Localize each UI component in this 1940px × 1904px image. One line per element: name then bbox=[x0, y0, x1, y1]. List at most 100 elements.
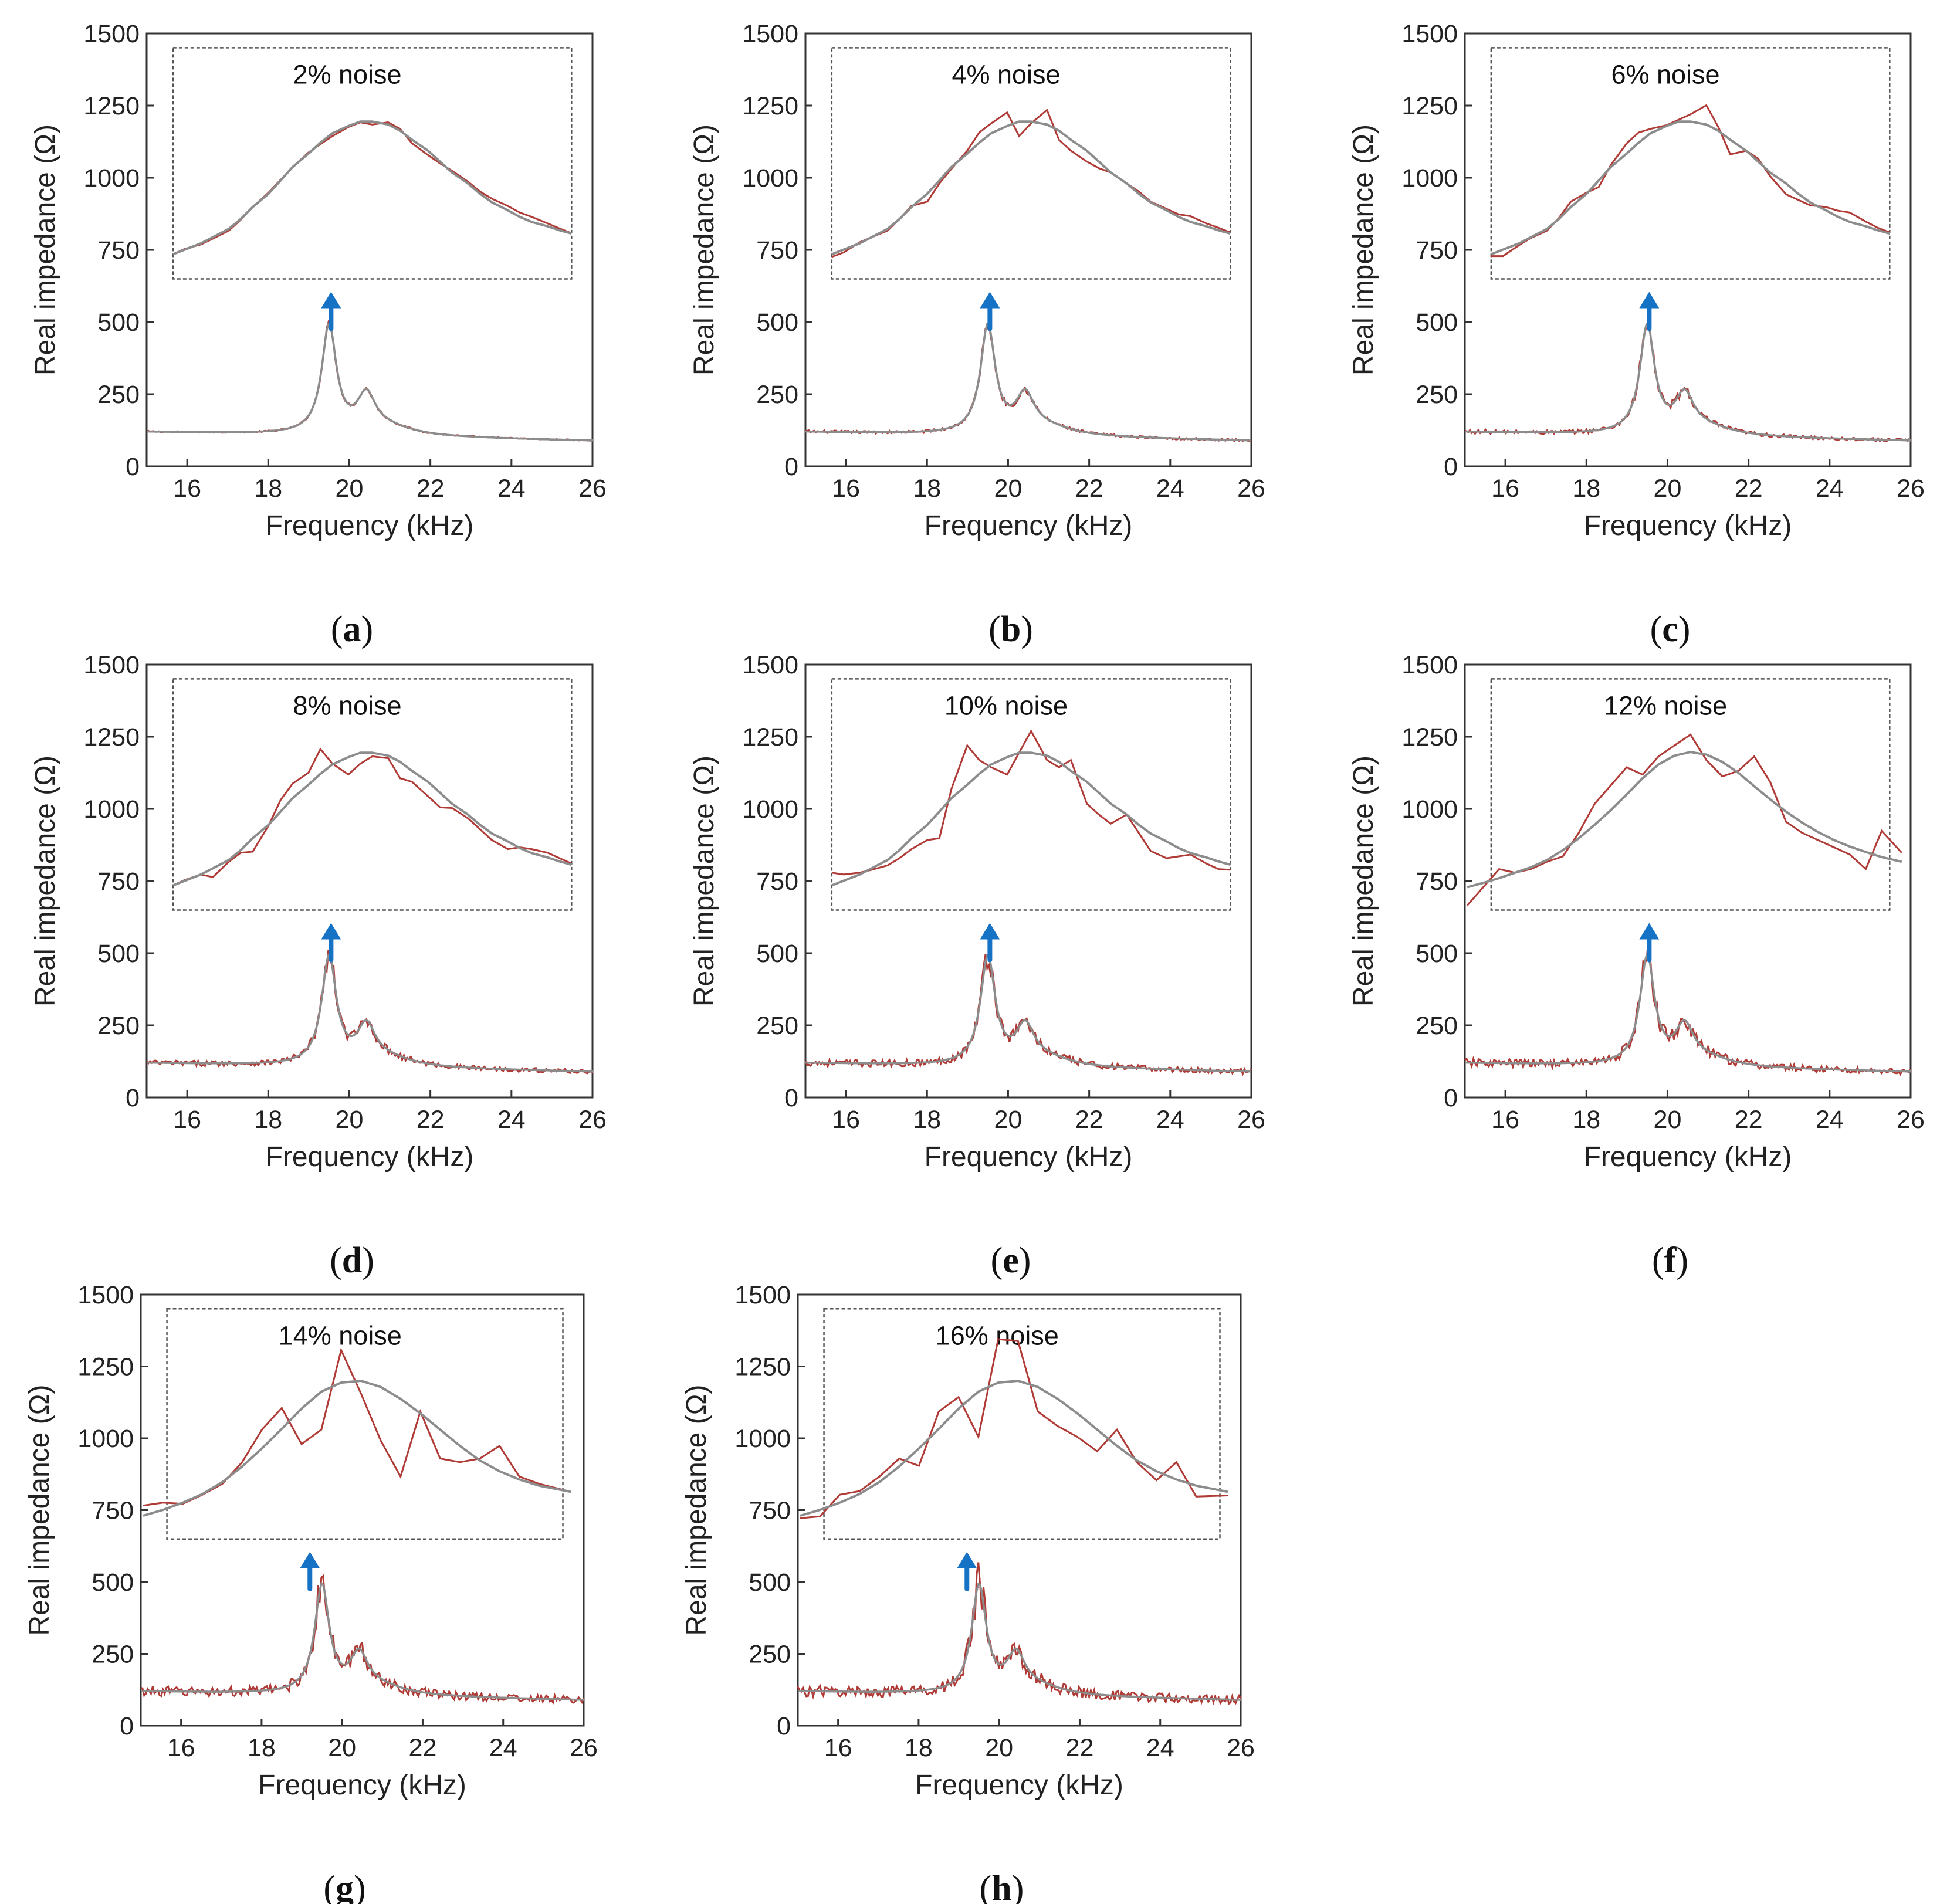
x-axis-label: Frequency (kHz) bbox=[925, 1141, 1133, 1173]
x-tick-label: 24 bbox=[489, 1734, 517, 1762]
x-axis-label: Frequency (kHz) bbox=[1584, 510, 1792, 541]
y-tick-label: 250 bbox=[749, 1641, 791, 1669]
y-tick-label: 1250 bbox=[742, 723, 798, 751]
x-tick-label: 16 bbox=[1491, 475, 1519, 503]
inset-title: 14% noise bbox=[279, 1320, 402, 1350]
zoom-arrow-icon bbox=[957, 1551, 977, 1568]
y-axis-label: Real impedance (Ω) bbox=[681, 1384, 712, 1635]
zoom-arrow-icon bbox=[980, 923, 1000, 940]
panel-caption: (a) bbox=[331, 609, 373, 649]
y-tick-label: 1000 bbox=[83, 795, 140, 824]
y-axis-label: Real impedance (Ω) bbox=[30, 124, 61, 375]
zoom-arrow-icon bbox=[321, 292, 341, 309]
y-tick-label: 750 bbox=[1416, 236, 1458, 265]
axes-frame bbox=[145, 663, 594, 1099]
x-tick-label: 24 bbox=[1146, 1734, 1174, 1762]
y-axis-label: Real impedance (Ω) bbox=[30, 755, 61, 1007]
y-tick-label: 500 bbox=[756, 309, 798, 337]
x-tick-label: 26 bbox=[1897, 475, 1925, 503]
inset-noisy-line bbox=[800, 1338, 1228, 1519]
noisy-spectrum-line bbox=[1464, 320, 1912, 443]
inset-title: 2% noise bbox=[293, 59, 401, 89]
y-tick-label: 250 bbox=[97, 1012, 140, 1040]
x-tick-label: 18 bbox=[913, 475, 941, 503]
x-tick-label: 24 bbox=[497, 475, 526, 503]
noisy-spectrum-line bbox=[804, 954, 1252, 1077]
fit-spectrum-line bbox=[805, 322, 1252, 442]
y-tick-label: 0 bbox=[126, 1084, 140, 1112]
x-tick-label: 24 bbox=[1816, 475, 1844, 503]
y-tick-label: 250 bbox=[1416, 381, 1458, 409]
noisy-spectrum-line bbox=[805, 320, 1252, 442]
y-tick-label: 0 bbox=[1444, 453, 1458, 481]
inset-title: 10% noise bbox=[944, 690, 1068, 720]
y-tick-label: 1250 bbox=[734, 1353, 791, 1381]
x-tick-label: 26 bbox=[578, 1106, 607, 1134]
inset-fit-line bbox=[831, 751, 1231, 887]
y-tick-label: 750 bbox=[1416, 868, 1458, 896]
x-tick-label: 22 bbox=[1735, 475, 1763, 503]
noisy-spectrum-line bbox=[140, 1574, 585, 1705]
inset-frame bbox=[1490, 678, 1891, 911]
y-tick-label: 1250 bbox=[83, 92, 140, 120]
x-tick-label: 26 bbox=[1897, 1106, 1925, 1134]
x-tick-label: 18 bbox=[254, 475, 282, 503]
x-tick-label: 18 bbox=[254, 1106, 282, 1134]
x-tick-label: 26 bbox=[578, 475, 607, 503]
y-tick-label: 1000 bbox=[1401, 164, 1458, 192]
x-tick-label: 22 bbox=[409, 1734, 437, 1762]
x-tick-label: 24 bbox=[1156, 475, 1184, 503]
inset-frame bbox=[823, 1308, 1221, 1540]
inset-fit-line bbox=[143, 1379, 571, 1517]
y-tick-label: 750 bbox=[92, 1497, 134, 1525]
panel-caption: (g) bbox=[323, 1869, 365, 1904]
y-tick-label: 1000 bbox=[742, 164, 798, 192]
chart-panel-3: 0 250 500 750 1000 1250 1500 16 18 20 22 24 26 Freque… bbox=[1348, 20, 1925, 649]
chart-panel-1: 0 250 500 750 1000 1250 1500 16 18 20 22 24 26 Freque… bbox=[30, 20, 607, 649]
y-tick-label: 750 bbox=[756, 236, 798, 265]
y-tick-label: 250 bbox=[756, 1012, 798, 1040]
y-tick-label: 500 bbox=[1416, 940, 1458, 968]
inset-frame bbox=[831, 678, 1231, 911]
x-tick-label: 18 bbox=[248, 1734, 276, 1762]
y-axis-label: Real impedance (Ω) bbox=[1348, 755, 1379, 1007]
x-tick-label: 16 bbox=[1491, 1106, 1519, 1134]
y-tick-label: 1250 bbox=[742, 92, 798, 120]
noisy-spectrum-line bbox=[797, 1562, 1242, 1706]
y-tick-label: 500 bbox=[749, 1568, 791, 1597]
y-tick-label: 500 bbox=[756, 940, 798, 968]
inset-title: 8% noise bbox=[293, 690, 401, 720]
panel-caption: (d) bbox=[330, 1241, 374, 1280]
y-tick-label: 0 bbox=[784, 1084, 798, 1112]
inset-noisy-line bbox=[172, 121, 572, 255]
axes-frame bbox=[140, 1293, 585, 1727]
inset-fit-line bbox=[172, 751, 572, 887]
chart-panel-5: 0 250 500 750 1000 1250 1500 16 18 20 22 24 26 Freque… bbox=[689, 651, 1265, 1280]
x-tick-label: 22 bbox=[1075, 1106, 1103, 1134]
inset-fit-line bbox=[831, 120, 1231, 256]
y-tick-label: 500 bbox=[1416, 309, 1458, 337]
fit-spectrum-line bbox=[1465, 953, 1911, 1073]
y-tick-label: 0 bbox=[1444, 1084, 1458, 1112]
zoom-arrow-icon bbox=[1639, 292, 1660, 309]
inset-noisy-line bbox=[1491, 104, 1890, 258]
x-tick-label: 22 bbox=[1075, 475, 1103, 503]
inset-noisy-line bbox=[172, 747, 572, 886]
inset-frame bbox=[172, 47, 573, 280]
y-tick-label: 1250 bbox=[83, 723, 140, 751]
inset-noisy-line bbox=[831, 109, 1231, 258]
x-tick-label: 20 bbox=[1654, 1106, 1682, 1134]
y-tick-label: 250 bbox=[92, 1641, 134, 1669]
x-tick-label: 22 bbox=[1735, 1106, 1763, 1134]
inset-frame bbox=[831, 47, 1231, 280]
y-tick-label: 0 bbox=[120, 1712, 134, 1740]
y-axis-label: Real impedance (Ω) bbox=[1348, 124, 1379, 375]
panel-caption: (f) bbox=[1652, 1241, 1688, 1280]
noisy-spectrum-line bbox=[145, 950, 594, 1075]
y-tick-label: 750 bbox=[756, 868, 798, 896]
fit-spectrum-line bbox=[147, 322, 593, 442]
y-axis-label: Real impedance (Ω) bbox=[689, 124, 720, 375]
chart-panel-6: 0 250 500 750 1000 1250 1500 16 18 20 22 24 26 Freque… bbox=[1348, 651, 1925, 1280]
inset-frame bbox=[166, 1308, 564, 1540]
x-tick-label: 26 bbox=[1237, 475, 1265, 503]
